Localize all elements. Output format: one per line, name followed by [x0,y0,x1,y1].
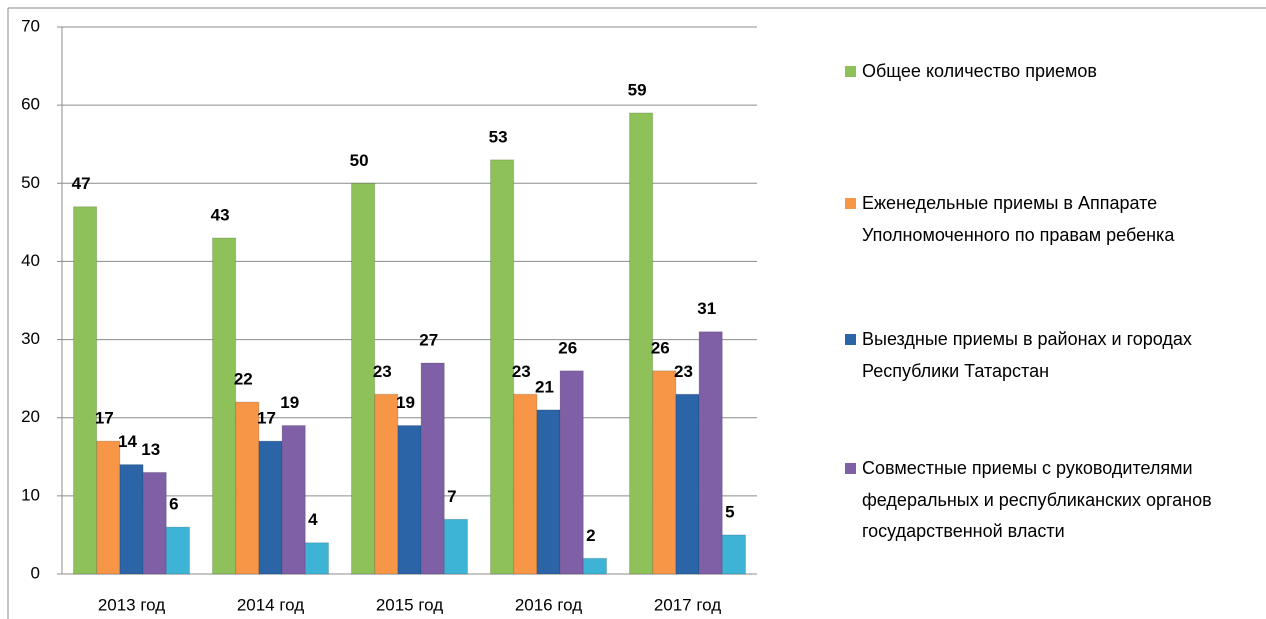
bar [443,518,468,575]
y-tick-label: 20 [21,407,40,426]
legend-item: Общее количество приемов [845,56,1245,88]
bar [698,331,723,575]
bar [235,401,260,575]
bar [73,206,98,575]
x-tick-label: 2013 год [98,595,165,614]
value-label: 26 [558,338,577,357]
value-label: 31 [697,299,716,318]
value-label: 7 [447,487,456,506]
legend-swatch [845,66,856,77]
x-tick-label: 2017 год [654,595,721,614]
legend-item: Еженедельные приемы в Аппарате Уполномоч… [845,188,1245,251]
value-label: 21 [535,377,554,396]
y-tick-label: 70 [21,16,40,35]
value-label: 27 [419,330,438,349]
legend-label: Еженедельные приемы в Аппарате Уполномоч… [862,193,1175,245]
bar [490,159,515,575]
bar [536,409,561,575]
bar [629,112,654,575]
bar [559,370,584,575]
value-label: 2 [586,526,595,545]
x-tick-label: 2016 год [515,595,582,614]
value-label: 59 [628,80,647,99]
value-label: 22 [234,370,253,389]
value-label: 17 [257,409,276,428]
y-tick-label: 40 [21,251,40,270]
bar [304,542,329,575]
legend-swatch [845,334,856,345]
bar [652,370,677,575]
legend-label: Совместные приемы с руководителями федер… [862,458,1212,541]
value-label: 53 [489,127,508,146]
bar [721,534,746,575]
bar [351,182,376,575]
value-label: 47 [72,174,91,193]
bar [281,425,306,575]
value-label: 23 [373,362,392,381]
bar [212,237,237,575]
legend-swatch [845,463,856,474]
x-tick-label: 2015 год [376,595,443,614]
bar [374,393,399,575]
legend-item: Совместные приемы с руководителями федер… [845,453,1245,548]
x-tick-label: 2014 год [237,595,304,614]
y-tick-label: 30 [21,329,40,348]
bar [582,557,607,575]
bar [675,393,700,575]
legend-label: Выездные приемы в районах и городах Респ… [862,329,1192,381]
bar [258,440,283,575]
value-label: 23 [674,362,693,381]
value-label: 14 [118,432,137,451]
bar [165,526,191,575]
value-label: 4 [308,510,318,529]
legend-label: Общее количество приемов [862,61,1097,81]
bar [142,471,167,575]
value-label: 13 [141,440,160,459]
bar [420,362,445,575]
value-label: 50 [350,151,369,170]
value-label: 26 [651,338,670,357]
bar [397,425,422,575]
y-tick-label: 60 [21,95,40,114]
value-label: 6 [169,495,178,514]
value-label: 19 [396,393,415,412]
y-tick-label: 50 [21,173,40,192]
bar [513,393,538,575]
value-label: 23 [512,362,531,381]
value-label: 17 [95,409,114,428]
legend-swatch [845,198,856,209]
y-tick-label: 0 [31,563,40,582]
value-label: 5 [725,502,734,521]
legend-item: Выездные приемы в районах и городах Респ… [845,324,1245,387]
value-label: 19 [280,393,299,412]
bar [119,464,144,575]
y-tick-label: 10 [21,485,40,504]
bar [96,440,121,575]
value-label: 43 [211,205,230,224]
